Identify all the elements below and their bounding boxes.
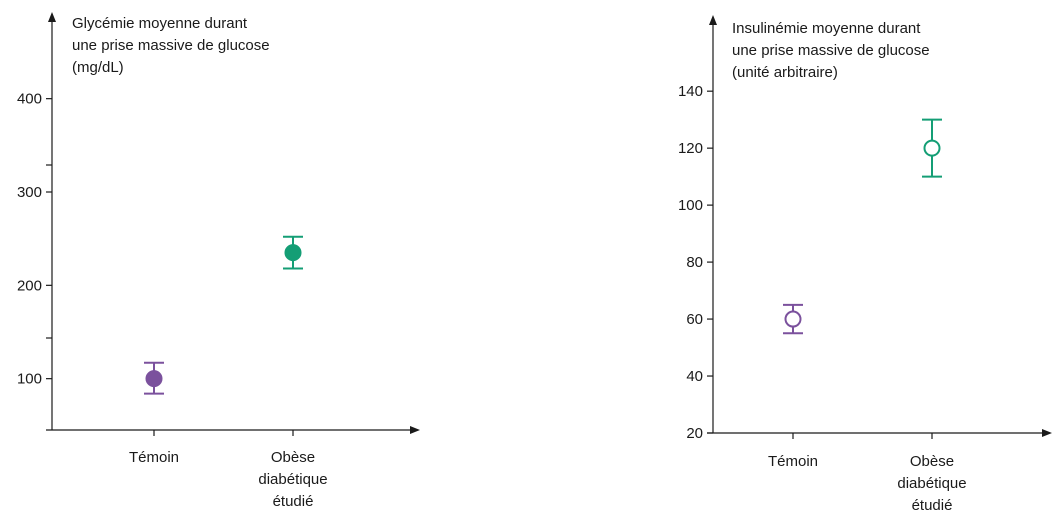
- x-axis-arrow: [1042, 429, 1052, 437]
- x-category-label: diabétique: [897, 475, 966, 492]
- x-category-label: étudié: [912, 497, 953, 514]
- x-category-label: Témoin: [768, 453, 818, 470]
- x-category-label: Témoin: [129, 449, 179, 466]
- y-tick-label: 60: [686, 311, 703, 328]
- data-point: [784, 310, 802, 328]
- y-tick-label: 80: [686, 254, 703, 271]
- y-tick-label: 120: [678, 140, 703, 157]
- x-category-label: diabétique: [258, 471, 327, 488]
- chart-title-line: une prise massive de glucose: [732, 42, 930, 59]
- chart-title-line: Glycémie moyenne durant: [72, 15, 248, 32]
- data-point: [145, 370, 163, 388]
- y-tick-label: 100: [678, 197, 703, 214]
- chart-title-line: Insulinémie moyenne durant: [732, 20, 921, 37]
- y-axis-arrow: [709, 15, 717, 25]
- y-tick-label: 140: [678, 83, 703, 100]
- y-tick-label: 300: [17, 184, 42, 201]
- chart-title-line: une prise massive de glucose: [72, 37, 270, 54]
- chart-title-line: (unité arbitraire): [732, 64, 838, 81]
- y-tick-label: 400: [17, 91, 42, 108]
- x-category-label: étudié: [273, 493, 314, 510]
- chart-insulinemie: Insulinémie moyenne durant une prise mass…: [678, 15, 1052, 514]
- x-axis-arrow: [410, 426, 420, 434]
- x-category-label: Obèse: [271, 449, 315, 466]
- x-category-label: Obèse: [910, 453, 954, 470]
- data-point: [284, 244, 302, 262]
- y-tick-label: 40: [686, 368, 703, 385]
- chart-title-line: (mg/dL): [72, 59, 124, 76]
- y-tick-label: 20: [686, 425, 703, 442]
- y-axis-arrow: [48, 12, 56, 22]
- y-tick-label: 100: [17, 371, 42, 388]
- y-tick-label: 200: [17, 277, 42, 294]
- chart-glycemie: Glycémie moyenne durant une prise massive…: [17, 12, 420, 510]
- data-point: [923, 139, 941, 157]
